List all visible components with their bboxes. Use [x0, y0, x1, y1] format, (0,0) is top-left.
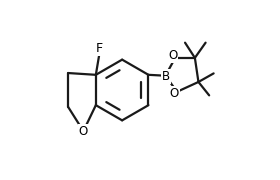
Text: O: O	[170, 87, 179, 100]
Text: O: O	[168, 49, 177, 62]
Text: O: O	[79, 125, 88, 138]
Text: B: B	[162, 69, 170, 83]
Text: F: F	[95, 42, 103, 55]
